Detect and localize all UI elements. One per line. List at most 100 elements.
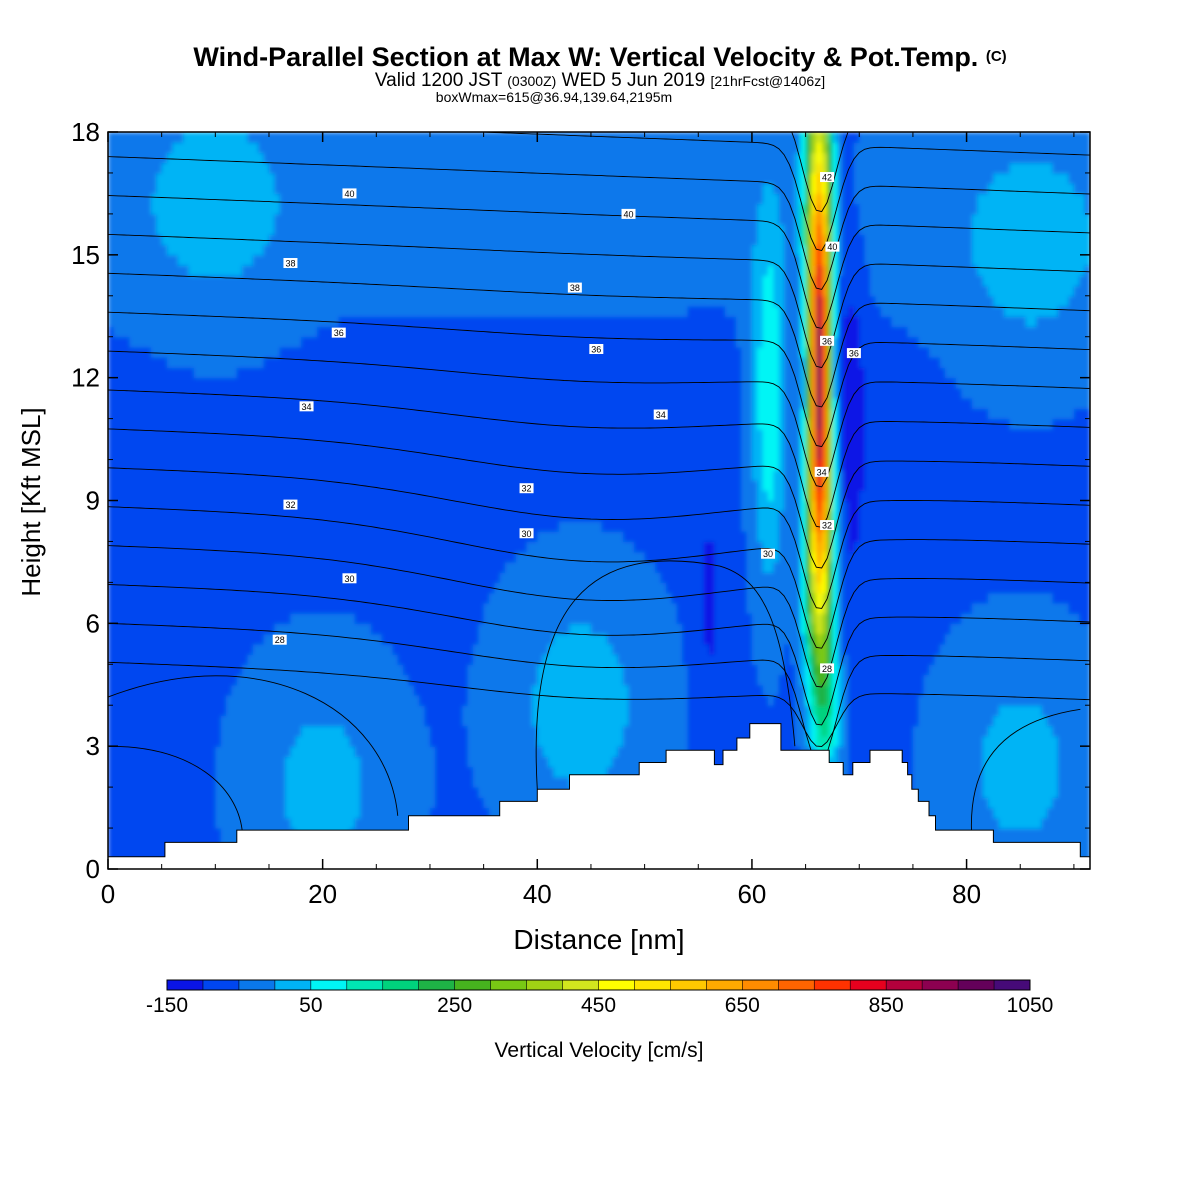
velocity-cell	[258, 561, 265, 573]
velocity-cell	[188, 306, 195, 317]
velocity-cell	[188, 152, 195, 164]
velocity-cell	[252, 776, 259, 788]
velocity-cell	[301, 152, 308, 164]
velocity-cell	[156, 418, 163, 430]
velocity-cell	[172, 316, 179, 328]
velocity-cell	[124, 469, 131, 481]
velocity-cell	[429, 694, 436, 706]
velocity-cell	[274, 152, 281, 164]
velocity-cell	[193, 295, 200, 307]
velocity-cell	[268, 500, 275, 512]
velocity-cell	[392, 183, 399, 195]
velocity-cell	[150, 787, 157, 798]
velocity-cell	[381, 377, 388, 389]
velocity-cell	[360, 203, 367, 215]
velocity-cell	[279, 469, 286, 481]
velocity-cell	[183, 234, 190, 246]
velocity-cell	[451, 797, 458, 809]
velocity-cell	[258, 377, 265, 389]
velocity-cell	[199, 203, 206, 215]
velocity-cell	[209, 633, 216, 645]
velocity-cell	[156, 592, 163, 604]
velocity-cell	[167, 254, 173, 266]
velocity-cell	[236, 285, 243, 297]
velocity-cell	[392, 572, 399, 583]
velocity-cell	[467, 275, 474, 287]
velocity-cell	[290, 336, 297, 348]
velocity-cell	[274, 377, 281, 389]
velocity-cell	[344, 398, 351, 409]
velocity-cell	[258, 633, 265, 645]
velocity-cell	[311, 572, 318, 583]
velocity-cell	[242, 684, 249, 696]
velocity-cell	[456, 572, 463, 583]
velocity-cell	[285, 357, 292, 369]
velocity-cell	[354, 162, 361, 174]
velocity-cell	[424, 623, 431, 635]
velocity-cell	[258, 582, 265, 594]
velocity-cell	[349, 306, 356, 317]
velocity-cell	[209, 224, 216, 235]
velocity-cell	[467, 674, 474, 686]
velocity-cell	[113, 224, 120, 235]
velocity-cell	[167, 336, 173, 348]
velocity-cell	[285, 817, 292, 829]
velocity-cell	[349, 326, 356, 338]
velocity-cell	[333, 152, 340, 164]
velocity-cell	[215, 244, 222, 256]
velocity-cell	[183, 756, 190, 768]
velocity-cell	[370, 213, 377, 225]
velocity-cell	[236, 449, 243, 461]
velocity-cell	[429, 541, 436, 553]
velocity-cell	[183, 602, 190, 614]
velocity-cell	[392, 398, 399, 409]
velocity-cell	[263, 142, 270, 154]
velocity-cell	[285, 674, 292, 686]
velocity-cell	[344, 561, 351, 573]
velocity-cell	[333, 408, 340, 420]
velocity-cell	[408, 725, 415, 737]
velocity-cell	[226, 817, 233, 829]
velocity-cell	[193, 592, 200, 604]
velocity-cell	[440, 684, 447, 696]
velocity-cell	[424, 346, 431, 358]
velocity-cell	[295, 469, 302, 481]
velocity-cell	[295, 572, 302, 583]
velocity-cell	[113, 142, 120, 154]
velocity-cell	[328, 510, 334, 522]
velocity-cell	[145, 776, 152, 788]
velocity-cell	[365, 203, 372, 215]
velocity-cell	[387, 275, 394, 287]
velocity-cell	[199, 459, 206, 471]
velocity-cell	[215, 500, 222, 512]
velocity-cell	[317, 766, 324, 778]
velocity-cell	[183, 725, 190, 737]
velocity-cell	[183, 469, 190, 481]
velocity-cell	[467, 490, 474, 502]
velocity-cell	[290, 643, 297, 655]
velocity-cell	[231, 633, 238, 645]
velocity-cell	[290, 295, 297, 307]
velocity-cell	[392, 428, 399, 440]
velocity-cell	[118, 142, 125, 154]
velocity-cell	[113, 623, 120, 635]
velocity-cell	[413, 418, 420, 430]
velocity-cell	[108, 285, 114, 297]
velocity-cell	[113, 254, 120, 266]
velocity-cell	[199, 582, 206, 594]
velocity-cell	[333, 418, 340, 430]
velocity-cell	[413, 756, 420, 768]
velocity-cell	[113, 746, 120, 758]
velocity-cell	[295, 346, 302, 358]
velocity-cell	[183, 643, 190, 655]
velocity-cell	[172, 510, 179, 522]
velocity-cell	[252, 183, 259, 195]
velocity-cell	[387, 203, 394, 215]
velocity-cell	[285, 756, 292, 768]
velocity-cell	[424, 735, 431, 747]
velocity-cell	[451, 244, 458, 256]
velocity-cell	[150, 654, 157, 665]
velocity-cell	[338, 510, 345, 522]
velocity-cell	[177, 725, 184, 737]
velocity-cell	[311, 541, 318, 553]
